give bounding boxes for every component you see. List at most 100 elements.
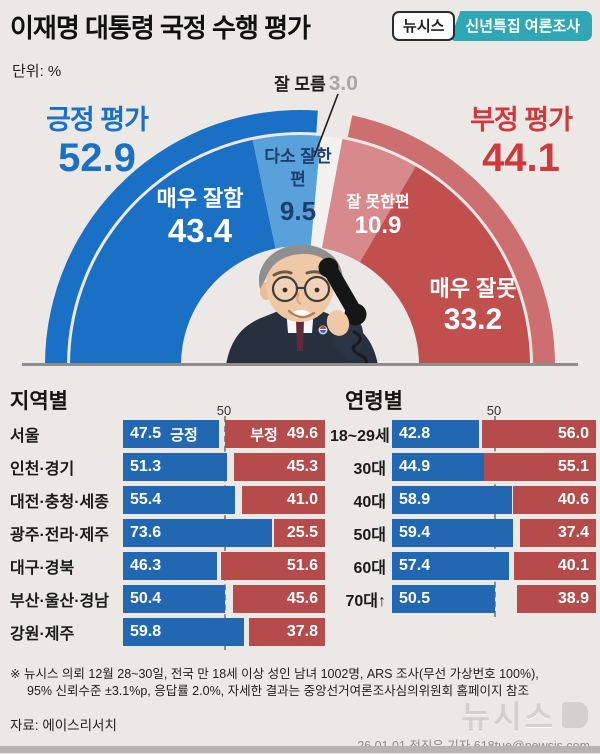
bar-track: 73.6 25.5 [123,519,325,547]
positive-bar: 44.9 [392,453,484,481]
segment-somewhat-bad-value: 10.9 [354,212,402,239]
positive-series-word: 긍정 [170,426,198,444]
positive-bar: 50.5 [392,585,496,613]
bar-row-label: 70대↑ [345,593,386,610]
negative-bar: 38.9 [516,585,596,613]
negative-bar-value: 37.8 [286,623,318,640]
watermark-text: 뉴시스 [461,700,556,735]
positive-bar: 73.6 [123,519,272,547]
negative-bar-value: 56.0 [557,425,589,442]
bar-track: 59.8 37.8 [123,618,325,646]
flag-pin-red [320,326,326,329]
bar-row: 60대 57.4 40.1 [330,552,596,580]
eye-right [314,287,320,293]
bar-track: 59.4 37.4 [392,519,596,547]
source-label: 자료: 에이스리서치 [10,718,117,733]
bar-row-label: 30대 [353,461,386,478]
bar-track: 50.5 38.9 [392,585,596,613]
positive-bar: 46.3 [123,552,217,580]
negative-bar-value: 40.1 [557,557,589,574]
bar-row: 인천·경기 51.3 45.3 [10,453,325,481]
segment-somewhat-well-text: 다소 잘한 편 [264,147,332,189]
newsis-watermark: 뉴시스 [461,692,588,737]
bar-track: 42.8 56.0 [392,420,596,448]
unit-label: 단위: % [12,63,62,80]
bar-track: 55.4 41.0 [123,486,325,514]
segment-unknown-value: 3.0 [328,72,358,95]
donut-segment-4 [359,166,530,365]
negative-bar: 55.1 [483,453,596,481]
segment-label-very-bad: 매우 잘못 33.2 [407,271,539,338]
bar-row: 광주·전라·제주 73.6 25.5 [10,519,325,547]
negative-bar: 25.5 [273,519,325,547]
fifty-percent-tick-label: 50 [216,403,232,418]
negative-bar: 40.6 [513,486,596,514]
negative-bar: 51.6 [220,552,325,580]
donut-segment-2 [310,135,343,249]
segment-very-bad-value: 33.2 [443,303,503,336]
positive-bar-value: 47.5 [130,425,162,442]
bar-row-label: 인천·경기 [10,461,75,478]
bar-row: 50대 59.4 37.4 [330,519,596,547]
positive-bar: 50.4 [123,585,225,613]
negative-bar-value: 37.4 [557,524,589,541]
negative-total-label: 부정 평가 [470,105,573,135]
positive-bar-value: 55.4 [130,491,162,508]
donut-segment-0 [70,139,276,365]
negative-bar-value: 49.6 [286,425,318,442]
positive-bar-value: 51.3 [130,458,162,475]
bar-row-label: 60대 [353,560,386,577]
bar-row: 서울 47.5 긍정 부정 49.6 [10,420,325,448]
region-section-title: 지역별 [10,390,68,413]
nose [296,292,302,305]
outer-arc-positive [45,110,318,365]
watermark-logo-block [562,701,588,728]
outer-arc-negative [347,115,556,365]
negative-bar-value: 51.6 [286,557,318,574]
bar-row: 30대 44.9 55.1 [330,453,596,481]
bar-track: 51.3 45.3 [123,453,325,481]
negative-bar-value: 25.5 [286,524,318,541]
approval-donut-chart [45,93,556,365]
bar-row-label: 대구·경북 [10,560,75,577]
segment-somewhat-bad-text: 잘 못한편 [346,194,410,211]
fifty-percent-tick-label: 50 [486,403,502,418]
president-photo-illustration [226,244,378,365]
bar-track: 47.5 긍정 부정 49.6 [123,420,325,448]
bar-row-label: 50대 [353,527,386,544]
shirt [286,308,314,333]
positive-bar: 57.4 [392,552,510,580]
positive-bar-value: 57.4 [399,557,431,574]
age-bar-chart: 50 18~29세 42.8 56.0 30대 44.9 55.1 40대 58.9 40.6 50… [330,403,596,618]
positive-bar-value: 42.8 [399,425,431,442]
positive-total-value: 52.9 [58,136,136,180]
bar-row-label: 대전·충청·세종 [10,494,109,511]
methodology-note-line2: 95% 신뢰수준 ±3.1%p, 응답률 2.0%, 자세한 결과는 중앙선거여… [27,684,530,699]
positive-bar-value: 44.9 [399,458,431,475]
bar-row-label: 서울 [10,428,40,445]
methodology-note-line1: ※ 뉴시스 의뢰 12월 28~30일, 전국 만 18세 이상 성인 남녀 1… [10,667,539,681]
negative-series-word: 부정 [250,426,278,444]
segment-very-well-value: 43.4 [167,212,233,249]
negative-bar: 56.0 [481,420,596,448]
segment-label-somewhat-well: 다소 잘한 편 9.5 [257,146,339,227]
negative-bar: 37.8 [248,618,325,646]
segment-very-well-text: 매우 잘함 [156,186,244,211]
positive-bar-value: 46.3 [130,557,162,574]
negative-bar-value: 38.9 [557,590,589,607]
negative-bar-value: 41.0 [286,491,318,508]
segment-somewhat-well-value: 9.5 [279,195,317,226]
bar-track: 57.4 40.1 [392,552,596,580]
bar-row: 18~29세 42.8 56.0 [330,420,596,448]
header-badge: 뉴시스 신년특집 여론조사 [392,11,592,41]
negative-total: 부정 평가 44.1 [446,98,596,179]
bar-row-label: 광주·전라·제주 [10,527,109,544]
eyebrow-left [272,270,293,277]
positive-total-label: 긍정 평가 [46,105,149,135]
positive-bar: 51.3 [123,453,227,481]
smile [287,309,316,319]
positive-bar-value: 59.8 [130,623,162,640]
bar-row: 70대↑ 50.5 38.9 [330,585,596,613]
positive-bar-value: 50.4 [130,590,162,607]
positive-bar-value: 73.6 [130,524,162,541]
